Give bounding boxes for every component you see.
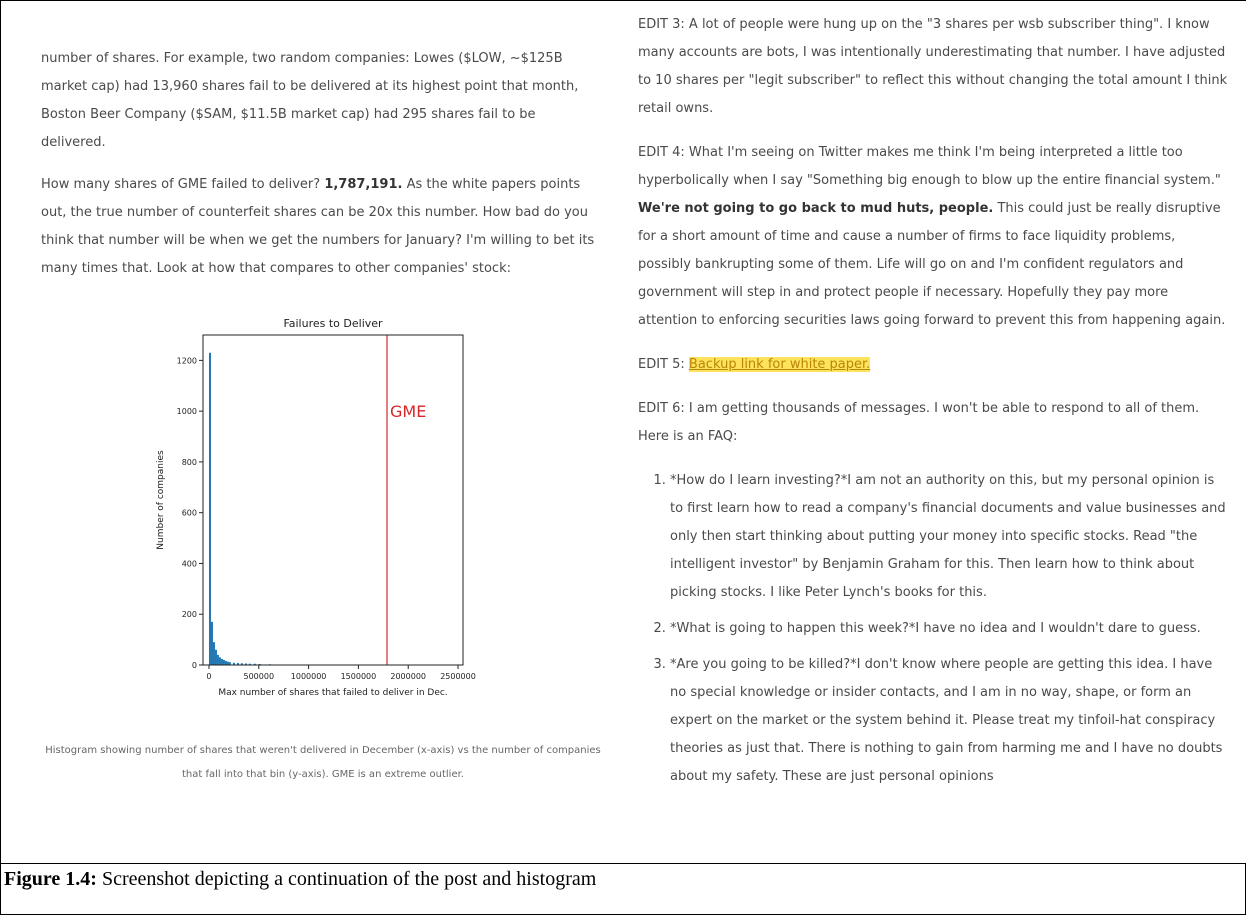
gme-fails-number: 1,787,191. <box>324 177 403 192</box>
edit-4: EDIT 4: What I'm seeing on Twitter makes… <box>638 139 1228 335</box>
faq-item-this-week: *What is going to happen this week?*I ha… <box>670 615 1228 643</box>
histogram-bar <box>214 649 217 665</box>
figure-caption: Figure 1.4: Screenshot depicting a conti… <box>4 868 596 891</box>
histogram-bar <box>226 661 229 665</box>
plot-frame <box>202 334 464 666</box>
edit-4-rest: This could just be really disruptive for… <box>638 201 1226 328</box>
y-axis-label: Number of companies <box>156 450 166 550</box>
edit-6: EDIT 6: I am getting thousands of messag… <box>638 401 1200 444</box>
x-axis-label: Max number of shares that failed to deli… <box>218 688 447 698</box>
x-tick-label: 1500000 <box>341 672 377 681</box>
faq-item-learn-investing: *How do I learn investing?*I am not an a… <box>670 467 1228 607</box>
y-tick-label: 1000 <box>177 407 197 416</box>
histogram-svg: Failures to Deliver GME 0 200 400 600 800 1000 1… <box>156 317 476 698</box>
edit-4-bold: We're not going to go back to mud huts, … <box>638 201 994 216</box>
y-tick-label: 0 <box>192 661 197 670</box>
histogram-bar <box>228 662 231 665</box>
y-tick-label: 600 <box>182 509 197 518</box>
histogram-bar <box>220 658 223 665</box>
x-tick-label: 500000 <box>244 672 275 681</box>
histogram-bar <box>222 659 225 665</box>
histogram-bar <box>253 663 256 665</box>
faq-item-safety: *Are you going to be killed?*I don't kno… <box>670 651 1228 791</box>
white-paper-backup-link[interactable]: Backup link for white paper. <box>688 357 871 372</box>
histogram-bar <box>216 654 219 665</box>
edit-5-label: EDIT 5: <box>638 357 689 372</box>
edit-5: EDIT 5: Backup link for white paper. <box>638 351 1228 379</box>
gme-marker-label: GME <box>390 402 426 421</box>
lowes-boston-beer-paragraph: number of shares. For example, two rando… <box>41 51 579 150</box>
chart-title: Failures to Deliver <box>283 317 383 330</box>
histogram-bar <box>224 660 227 665</box>
left-column: number of shares. For example, two rando… <box>41 45 601 283</box>
right-column: EDIT 3: A lot of people were hung up on … <box>638 11 1228 799</box>
y-tick-label: 200 <box>182 610 197 619</box>
histogram-bar <box>218 657 221 665</box>
y-tick-label: 400 <box>182 559 197 568</box>
gme-fails-rest: As the white papers points out, the true… <box>41 177 595 276</box>
post-screenshot: number of shares. For example, two rando… <box>1 1 1246 864</box>
histogram-caption: Histogram showing number of shares that … <box>45 745 601 780</box>
figure-caption-text: Screenshot depicting a continuation of t… <box>96 868 597 890</box>
x-tick-label: 1000000 <box>291 672 327 681</box>
histogram-bar <box>236 662 239 665</box>
failures-histogram: Failures to Deliver GME 0 200 400 600 800 1000 1… <box>141 271 481 741</box>
gme-fails-intro: How many shares of GME failed to deliver… <box>41 177 325 192</box>
histogram-bar <box>232 662 235 665</box>
edit-4-intro: EDIT 4: What I'm seeing on Twitter makes… <box>638 145 1221 188</box>
histogram-bar <box>212 642 215 665</box>
histogram-bar <box>248 663 251 665</box>
x-tick-label: 2500000 <box>440 672 476 681</box>
histogram-bar <box>210 621 213 665</box>
gme-fails-paragraph: How many shares of GME failed to deliver… <box>41 171 601 283</box>
y-tick-label: 800 <box>182 458 197 467</box>
histogram-bar <box>208 352 211 665</box>
x-tick-label: 0 <box>206 672 211 681</box>
histogram-bar <box>240 663 243 665</box>
x-tick-label: 2000000 <box>390 672 426 681</box>
faq-list: *How do I learn investing?*I am not an a… <box>638 467 1228 791</box>
y-tick-label: 1200 <box>177 356 197 365</box>
figure-label: Figure 1.4: <box>4 868 97 890</box>
edit-3: EDIT 3: A lot of people were hung up on … <box>638 17 1228 116</box>
histogram-bar <box>258 663 261 665</box>
histogram-bar <box>244 663 247 665</box>
